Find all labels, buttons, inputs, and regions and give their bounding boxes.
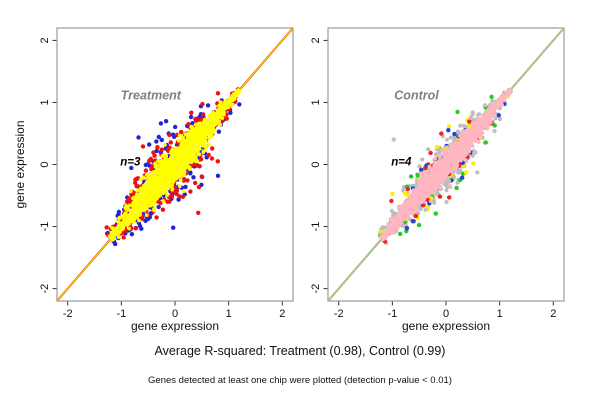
y-tick-label: 1 <box>39 99 51 105</box>
treatment-scatter-plot: -2 -1 0 1 2 gene expression -2 -1 0 1 2 gene expres… <box>13 27 294 333</box>
y-tick-label: 2 <box>310 37 322 43</box>
x-tick-label: -2 <box>334 308 344 320</box>
x-tick-label: -1 <box>116 308 126 320</box>
y-axis-label: gene expression <box>13 120 27 208</box>
y-tick-label: 1 <box>310 99 322 105</box>
panel-title: Control <box>394 88 439 102</box>
x-tick-label: 2 <box>279 308 285 320</box>
scatter-series-yellow-cloud <box>107 88 242 242</box>
y-tick-label: 2 <box>39 37 51 43</box>
sample-count-annotation: n=3 <box>120 157 141 169</box>
r-squared-caption: Average R-squared: Treatment (0.98), Con… <box>154 344 446 358</box>
x-axis-label: gene expression <box>402 319 490 333</box>
x-tick-label: -1 <box>387 308 397 320</box>
x-axis: -2 -1 0 1 2 gene expression <box>63 301 285 333</box>
detection-note-caption: Genes detected at least one chip were pl… <box>148 375 452 386</box>
y-tick-label: 0 <box>310 161 322 167</box>
x-tick-label: 1 <box>226 308 232 320</box>
scatter-series-pink-cloud <box>378 88 513 242</box>
plot-box <box>327 27 565 302</box>
y-tick-label: -2 <box>39 284 51 294</box>
x-tick-label: 1 <box>497 308 503 320</box>
x-tick-label: 2 <box>550 308 556 320</box>
x-axis: -2 -1 0 1 2 gene expression <box>334 301 556 333</box>
y-tick-label: -2 <box>310 284 322 294</box>
x-axis-label: gene expression <box>131 319 219 333</box>
panel-title: Treatment <box>121 88 182 102</box>
y-tick-label: -1 <box>39 222 51 232</box>
x-tick-label: -2 <box>63 308 73 320</box>
x-tick-label: 0 <box>443 308 449 320</box>
plot-box <box>56 27 294 302</box>
sample-count-annotation: n=4 <box>391 157 412 169</box>
y-tick-label: -1 <box>310 222 322 232</box>
y-axis: -2 -1 0 1 2 gene expression <box>13 37 57 293</box>
x-tick-label: 0 <box>172 308 178 320</box>
y-tick-label: 0 <box>39 161 51 167</box>
